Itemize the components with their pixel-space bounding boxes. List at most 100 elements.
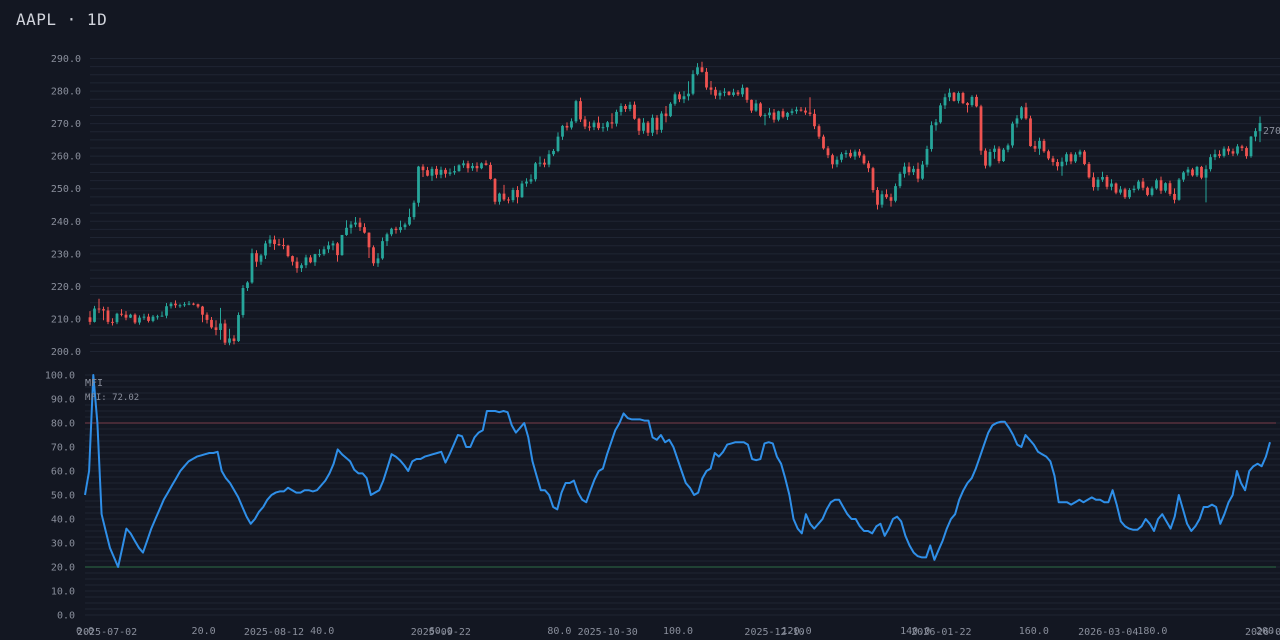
price-tick-label: 290.0 — [51, 54, 81, 65]
candle — [763, 113, 767, 126]
candle — [925, 145, 929, 168]
candle — [511, 187, 515, 203]
x-index-label: 160.0 — [1019, 626, 1049, 637]
candle — [921, 161, 924, 180]
candle — [102, 306, 105, 321]
candle — [232, 335, 236, 345]
candle — [669, 102, 672, 118]
candle — [615, 109, 618, 127]
candle — [682, 91, 686, 104]
last-price-label: 270 — [1263, 126, 1280, 137]
candle — [219, 307, 222, 340]
candle — [718, 90, 722, 100]
candle — [970, 95, 974, 107]
candle — [1038, 137, 1041, 155]
mfi-tick-label: 50.0 — [51, 491, 75, 502]
candle — [1042, 138, 1046, 153]
candle — [1150, 186, 1154, 197]
candle — [142, 313, 146, 320]
candle — [1236, 144, 1239, 156]
mfi-tick-label: 30.0 — [51, 539, 75, 550]
candle — [826, 146, 830, 159]
candle — [880, 190, 884, 208]
candle — [579, 97, 582, 122]
candle — [1137, 179, 1140, 191]
candle — [435, 165, 438, 179]
mfi-series — [84, 374, 1271, 568]
candle — [984, 148, 987, 169]
candle — [273, 235, 276, 250]
candle — [997, 146, 1001, 164]
candle — [120, 309, 123, 317]
candle — [1078, 149, 1082, 158]
candle — [394, 226, 398, 234]
candle — [156, 314, 159, 320]
candle — [907, 162, 911, 176]
chart-title: AAPL · 1D — [16, 10, 107, 29]
candle — [385, 232, 389, 247]
candle — [462, 160, 465, 168]
candle — [916, 162, 920, 183]
candle — [196, 303, 200, 309]
candle — [1258, 116, 1262, 143]
candle — [885, 189, 888, 199]
candle — [849, 149, 852, 159]
candle — [813, 109, 816, 130]
price-tick-label: 220.0 — [51, 282, 81, 293]
candle — [655, 115, 659, 135]
candle — [106, 306, 110, 325]
candle — [255, 250, 258, 267]
candle — [1083, 149, 1086, 166]
x-index-label: 0.0 — [76, 626, 94, 637]
candle — [624, 104, 627, 112]
candle — [169, 302, 173, 309]
candle — [1015, 115, 1019, 128]
candle — [1065, 152, 1068, 166]
mfi-tick-label: 100.0 — [45, 371, 75, 382]
candle — [448, 168, 452, 176]
price-tick-label: 240.0 — [51, 217, 81, 228]
mfi-y-axis: 0.0 10.0 20.0 30.0 40.0 50.0 60.0 70.0 80.0 90.0 1… — [45, 371, 75, 622]
candle — [241, 285, 245, 318]
candle — [930, 121, 933, 152]
candle — [1087, 162, 1091, 179]
candle — [516, 186, 519, 204]
candle — [268, 235, 272, 247]
candle — [1020, 106, 1023, 120]
candle — [1159, 176, 1163, 194]
candle — [93, 305, 96, 323]
candle — [651, 114, 654, 136]
candle — [340, 234, 344, 256]
candle — [777, 110, 780, 122]
price-y-axis: 200.0 210.0 220.0 230.0 240.0 250.0 260.0 270.0… — [51, 54, 81, 358]
candle — [138, 315, 141, 325]
candle — [237, 312, 240, 343]
candle — [223, 319, 227, 345]
x-axis: 2025-07-02 2025-08-12 2025-09-22 2025-10-30… — [76, 626, 1280, 638]
candle — [570, 118, 573, 130]
mfi-tick-label: 80.0 — [51, 419, 75, 430]
candle — [367, 232, 371, 259]
candle — [147, 313, 150, 323]
candle — [592, 120, 596, 131]
candle — [633, 101, 636, 120]
candle — [183, 302, 186, 307]
candle — [1092, 172, 1095, 191]
candle — [1141, 177, 1145, 191]
candle — [835, 156, 839, 168]
candle — [376, 253, 380, 267]
candle — [957, 91, 960, 104]
candle — [1249, 135, 1253, 158]
candle — [898, 171, 902, 189]
candle — [201, 305, 204, 323]
candle — [430, 166, 434, 181]
candle — [178, 303, 182, 308]
candle — [1168, 180, 1172, 196]
candle — [304, 254, 308, 269]
candle — [853, 149, 857, 160]
candle — [1006, 143, 1010, 153]
candle — [822, 134, 825, 150]
mfi-tick-label: 10.0 — [51, 587, 75, 598]
candle — [966, 102, 969, 113]
